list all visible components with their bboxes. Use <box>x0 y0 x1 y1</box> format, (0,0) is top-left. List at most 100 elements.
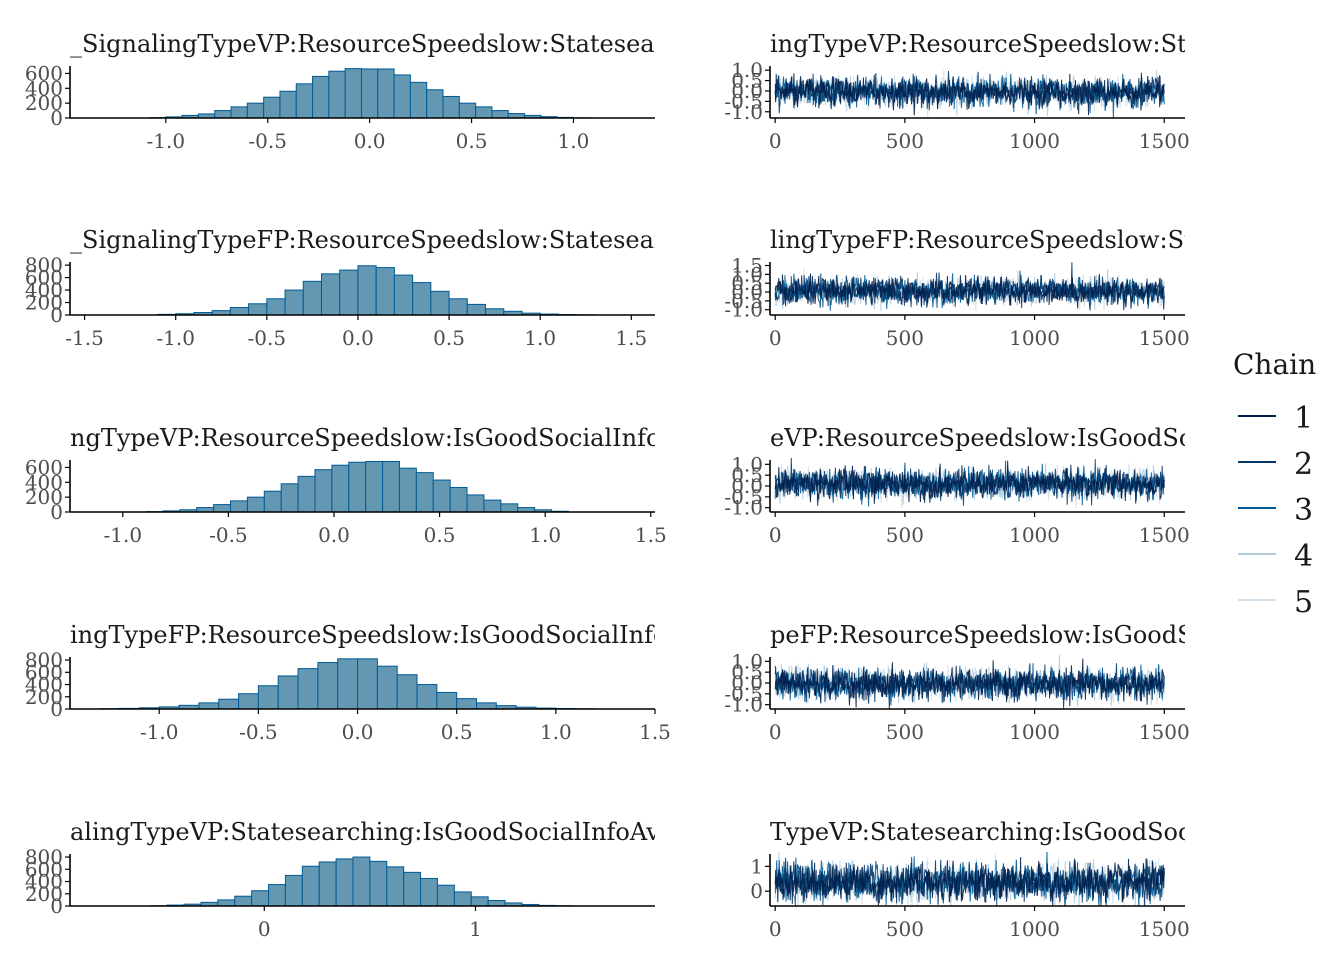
histogram-bar <box>491 110 509 118</box>
y-tick-label: 200 <box>25 91 63 115</box>
histogram-bar <box>483 499 502 512</box>
y-tick-label: 1.0 <box>731 262 763 286</box>
histogram-bar <box>412 282 432 315</box>
histogram-bar <box>420 877 438 906</box>
x-tick-label: 0.0 <box>342 326 374 350</box>
histogram-bar <box>302 280 322 315</box>
x-tick-label: 0.5 <box>441 720 473 744</box>
x-tick-label: -0.5 <box>248 326 287 350</box>
histogram-bar <box>277 675 299 709</box>
histogram-bar <box>453 891 472 906</box>
trace-line-chain-2 <box>774 457 1165 506</box>
histogram-bar <box>416 684 438 709</box>
histogram-bar <box>365 460 384 512</box>
x-tick-label: -0.5 <box>248 129 287 153</box>
histogram-bar <box>382 460 400 512</box>
histogram-bar <box>238 693 259 709</box>
histogram-bar <box>234 895 253 906</box>
x-tick-label: 0.0 <box>318 523 350 547</box>
y-tick-label: 600 <box>25 660 63 684</box>
y-tick-label: -1.0 <box>724 100 763 124</box>
x-tick-label: -1.0 <box>140 720 179 744</box>
histogram-bar <box>314 469 333 512</box>
histogram-bar <box>217 899 236 906</box>
x-tick-label: 1500 <box>1139 917 1190 941</box>
histogram-bar <box>218 698 240 709</box>
x-tick-label: 0.0 <box>354 129 386 153</box>
x-tick-label: 1500 <box>1139 523 1190 547</box>
y-tick-label: 0 <box>50 894 63 918</box>
histogram-bar <box>337 658 359 709</box>
trace-line-chain-1 <box>774 658 1165 708</box>
histogram-bar <box>230 500 248 512</box>
y-tick-label: 600 <box>25 266 63 290</box>
x-tick-label: -0.5 <box>209 523 248 547</box>
x-tick-label: 1.0 <box>540 720 572 744</box>
x-tick-label: 500 <box>886 917 924 941</box>
histogram-bar <box>318 861 337 906</box>
histogram-bar <box>246 102 265 118</box>
histogram-bar <box>251 890 270 906</box>
y-tick-label: 1.0 <box>731 58 763 82</box>
y-tick-label: 200 <box>25 485 63 509</box>
y-tick-label: 0.0 <box>731 79 763 103</box>
trace-panel-1: ingTypeVP:ResourceSpeedslow:States -1.0-0… <box>724 30 1237 153</box>
legend-label: 2 <box>1294 447 1313 482</box>
panel-title: ingTypeFP:ResourceSpeedslow:IsGoodSocial… <box>70 621 685 649</box>
x-tick-label: -1.0 <box>156 326 195 350</box>
x-tick-label: -1.0 <box>147 129 186 153</box>
y-tick-label: 600 <box>25 61 63 85</box>
x-tick-label: 1000 <box>1009 129 1060 153</box>
y-tick-label: 0.5 <box>731 69 763 93</box>
histogram-bar <box>198 702 220 709</box>
trace-line-chain-1 <box>774 856 1165 906</box>
x-tick-label: 1.0 <box>524 326 556 350</box>
y-tick-label: -1.0 <box>724 298 763 322</box>
histogram-bar <box>436 691 458 709</box>
y-tick-label: -0.5 <box>724 485 763 509</box>
x-tick-label: 0.5 <box>456 129 488 153</box>
histogram-bar <box>320 273 341 315</box>
x-tick-label: 0.5 <box>433 326 465 350</box>
y-tick-label: 400 <box>25 870 63 894</box>
histogram-bar <box>328 70 346 118</box>
histogram-bar <box>456 698 478 709</box>
x-tick-label: 1 <box>469 917 482 941</box>
histogram-bar <box>432 479 451 512</box>
x-tick-label: 1000 <box>1009 917 1060 941</box>
histogram-panel-4: ingTypeFP:ResourceSpeedslow:IsGoodSocial… <box>25 621 685 744</box>
histogram-bar <box>396 674 418 709</box>
histogram-panel-1: _SignalingTypeVP:ResourceSpeedslow:State… <box>25 30 655 153</box>
y-tick-label: 600 <box>25 455 63 479</box>
histogram-bar <box>403 871 422 906</box>
y-tick-label: 0.5 <box>731 660 763 684</box>
x-tick-label: -1.5 <box>65 326 104 350</box>
x-tick-label: 500 <box>886 129 924 153</box>
y-tick-label: 0 <box>750 879 763 903</box>
y-tick-label: 200 <box>25 291 63 315</box>
histogram-bar <box>357 265 377 315</box>
histogram-bar <box>448 298 468 315</box>
panel-title: ingTypeVP:ResourceSpeedslow:States <box>770 30 1237 58</box>
histogram-bar <box>393 74 411 118</box>
trace-line-chain-1 <box>774 460 1165 506</box>
histogram-bar <box>297 475 316 512</box>
y-tick-label: 600 <box>25 857 63 881</box>
histogram-bar <box>246 496 265 512</box>
panel-title: TypeVP:Statesearching:IsGoodSocialIn <box>770 818 1246 846</box>
histogram-bar <box>357 658 378 709</box>
histogram-bar <box>393 274 414 315</box>
y-tick-label: -0.5 <box>724 682 763 706</box>
histogram-bar <box>500 503 519 512</box>
y-tick-label: 0 <box>50 106 63 130</box>
histogram-bar <box>263 490 282 512</box>
histogram-bar <box>297 668 319 709</box>
x-tick-label: 500 <box>886 326 924 350</box>
y-tick-label: -1.0 <box>724 496 763 520</box>
histogram-bar <box>301 865 320 906</box>
trace-panel-4: peFP:ResourceSpeedslow:IsGoodSocial -1.0-… <box>724 621 1190 744</box>
x-tick-label: 1500 <box>1139 720 1190 744</box>
histogram-bar <box>485 308 505 315</box>
